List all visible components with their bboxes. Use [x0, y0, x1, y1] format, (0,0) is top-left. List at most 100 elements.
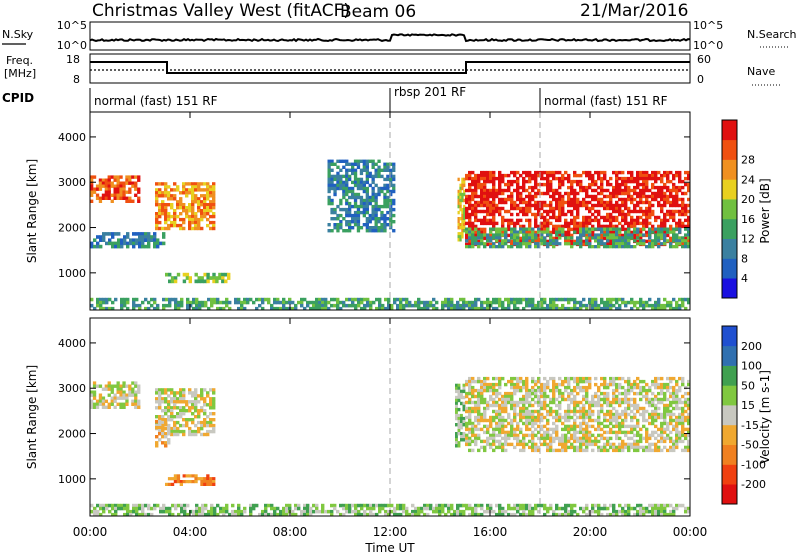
power-cell — [609, 194, 613, 199]
power-cell — [360, 297, 364, 302]
power-cell — [603, 227, 607, 231]
power-cell — [492, 206, 496, 211]
power-cell — [339, 168, 343, 172]
power-cell — [531, 212, 535, 217]
velocity-cell — [612, 430, 616, 435]
velocity-cell — [179, 482, 183, 486]
velocity-cell — [642, 418, 646, 423]
velocity-cell — [594, 439, 598, 444]
velocity-cell — [660, 415, 664, 420]
power-cell — [645, 185, 649, 190]
power-cell — [609, 212, 613, 217]
velocity-cell — [209, 477, 213, 481]
power-cell — [630, 173, 634, 178]
power-cell — [507, 185, 511, 190]
power-cell — [294, 303, 298, 308]
power-cell — [486, 242, 490, 247]
velocity-cell — [603, 394, 607, 399]
power-cell — [162, 235, 166, 239]
power-cell — [639, 194, 643, 199]
velocity-cell — [457, 383, 461, 388]
power-cell — [522, 297, 526, 302]
power-cell — [519, 245, 523, 249]
power-cell — [495, 230, 499, 234]
power-cell — [516, 300, 520, 305]
power-cell — [603, 242, 607, 246]
power-cell — [459, 189, 462, 194]
power-cell — [552, 306, 556, 311]
velocity-cell — [468, 448, 472, 453]
velocity-cell — [684, 403, 688, 408]
power-cell — [639, 236, 643, 241]
power-cell — [672, 236, 676, 240]
power-cell — [666, 170, 670, 175]
power-cell — [426, 306, 430, 311]
power-cell — [203, 182, 207, 186]
power-cell — [675, 185, 679, 190]
velocity-cell — [480, 382, 484, 387]
velocity-cell — [465, 506, 469, 511]
power-cell — [168, 297, 172, 302]
power-cell — [495, 203, 499, 208]
power-cell — [194, 200, 198, 204]
velocity-cell — [624, 445, 628, 450]
velocity-cell — [420, 506, 424, 511]
power-cell — [459, 238, 462, 242]
power-cell — [369, 303, 373, 308]
power-cell — [567, 191, 571, 196]
power-cell — [687, 170, 691, 175]
power-cell — [374, 192, 378, 197]
velocity-cell — [468, 391, 472, 396]
power-cell — [132, 238, 136, 242]
velocity-cell — [200, 409, 204, 413]
power-cell — [285, 300, 289, 305]
power-cell — [194, 194, 198, 198]
power-cell — [492, 236, 496, 240]
power-cell — [552, 300, 556, 305]
power-cell — [489, 170, 493, 175]
velocity-cell — [612, 424, 616, 429]
power-cell — [339, 183, 343, 188]
velocity-cell — [681, 415, 685, 420]
power-cell — [170, 203, 174, 207]
power-cell — [351, 186, 355, 191]
power-cell — [636, 215, 640, 220]
power-cell — [461, 207, 464, 212]
power-cell — [195, 300, 199, 305]
power-cell — [513, 206, 517, 211]
power-cell — [492, 212, 496, 217]
power-cell — [669, 215, 673, 220]
velocity-cell — [489, 415, 493, 420]
velocity-cell — [675, 433, 679, 438]
power-cell — [594, 194, 598, 199]
power-cell — [648, 239, 652, 244]
power-cell — [513, 239, 517, 243]
power-cell — [654, 300, 658, 305]
power-cell — [543, 218, 547, 223]
power-cell — [504, 182, 508, 187]
power-cell — [155, 223, 159, 228]
power-cell — [585, 173, 589, 178]
velocity-cell — [498, 376, 502, 381]
power-cell — [555, 197, 559, 202]
power-cell — [525, 170, 529, 175]
power-cell — [642, 239, 646, 243]
velocity-cell — [107, 393, 111, 397]
power-cell — [203, 214, 207, 219]
power-cell — [101, 196, 106, 200]
velocity-cell — [531, 379, 535, 384]
velocity-cell — [540, 400, 544, 405]
velocity-cell — [627, 391, 631, 396]
velocity-cell — [594, 427, 598, 432]
velocity-cell — [282, 512, 286, 517]
power-cell — [645, 176, 649, 181]
power-cell — [441, 300, 445, 305]
power-cell — [675, 233, 679, 237]
power-cell — [546, 179, 550, 184]
velocity-cell — [672, 376, 676, 381]
velocity-cell — [457, 386, 461, 391]
power-cell — [365, 229, 369, 233]
velocity-cell — [594, 418, 598, 423]
power-cell — [200, 200, 204, 204]
velocity-cell — [372, 506, 376, 511]
